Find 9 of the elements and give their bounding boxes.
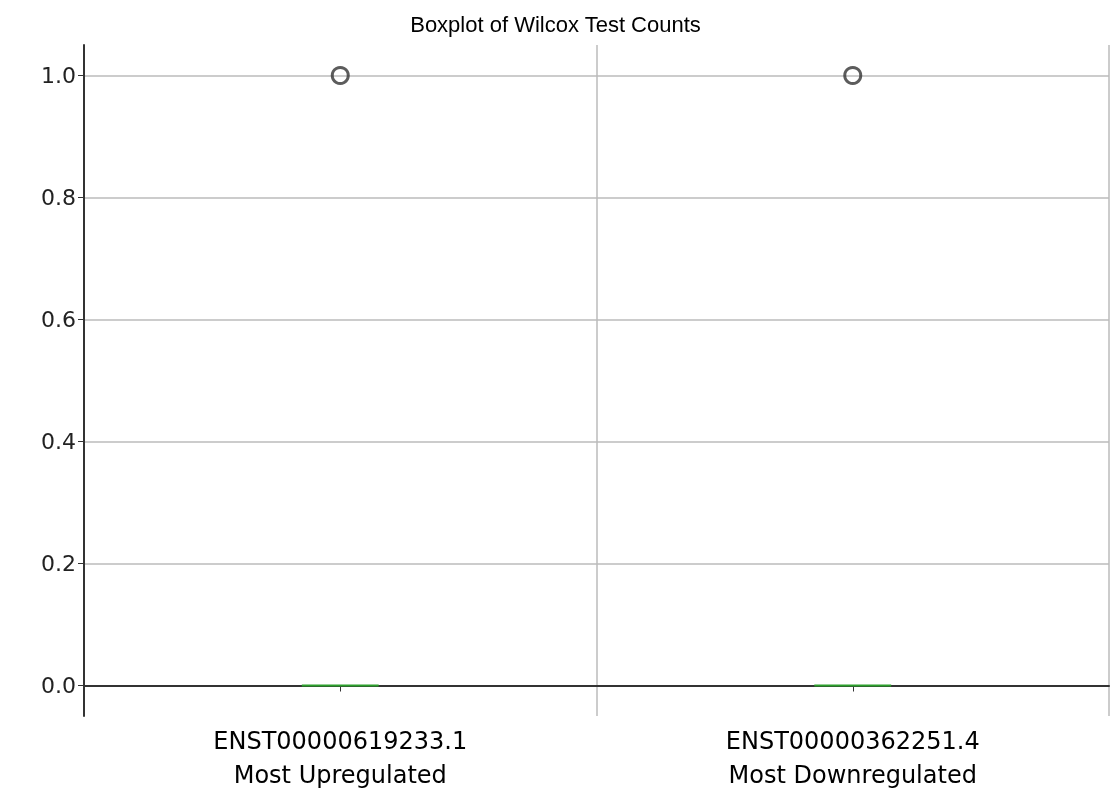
y-tick-label: 0.4 xyxy=(41,429,76,454)
y-tick-label: 0.2 xyxy=(41,551,76,576)
y-tick-label: 0.0 xyxy=(41,673,76,698)
y-tick-label: 0.6 xyxy=(41,307,76,332)
chart-title: Boxplot of Wilcox Test Counts xyxy=(410,11,701,37)
x-tick-label: ENST00000619233.1 Most Upregulated xyxy=(213,727,468,789)
y-tick-label: 0.8 xyxy=(41,185,76,210)
x-tick-label: ENST00000362251.4 Most Downregulated xyxy=(725,727,980,789)
y-tick-label: 1.0 xyxy=(41,63,76,88)
